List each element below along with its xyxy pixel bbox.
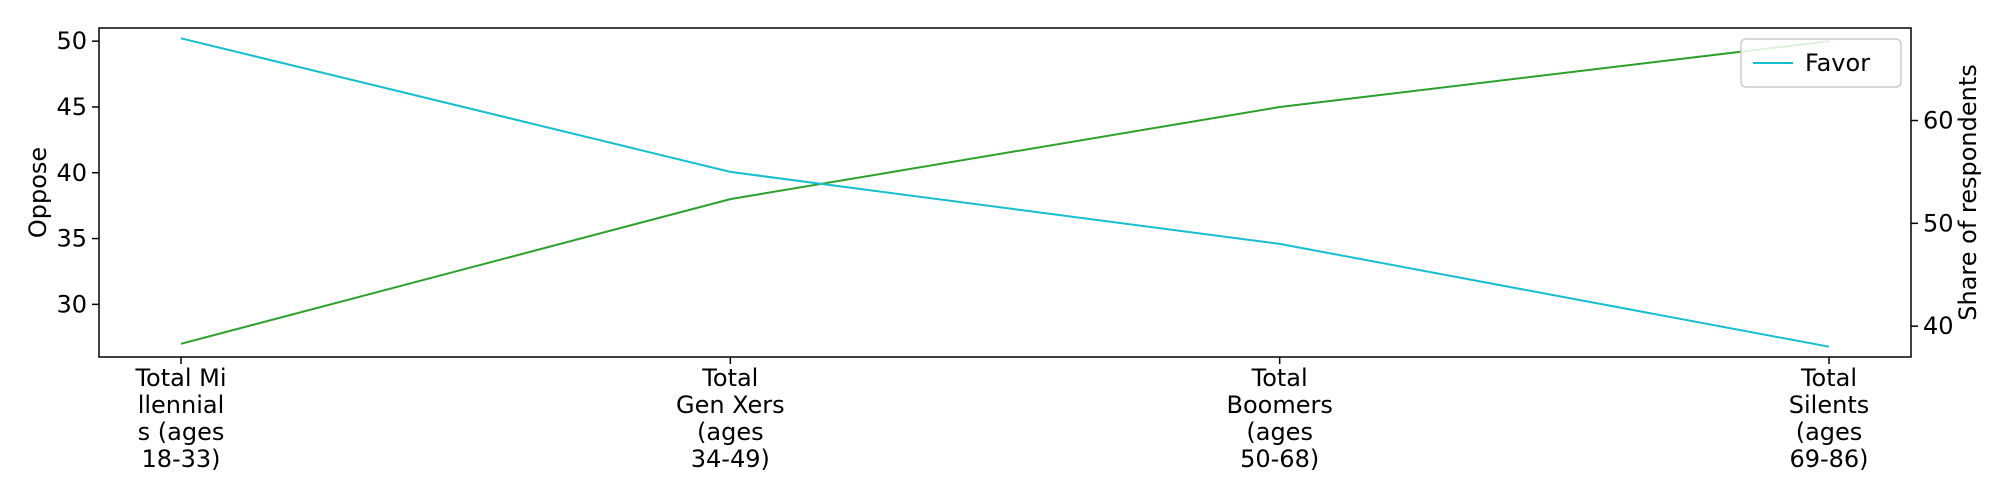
right-tick-label: 60 <box>1923 107 1954 135</box>
right-tick-label: 50 <box>1923 209 1954 237</box>
series-layer <box>180 37 1830 348</box>
left-y-axis: 30 35 40 45 50 <box>56 27 99 318</box>
series-line-favor <box>180 37 1830 348</box>
left-axis-label: Oppose <box>24 147 52 238</box>
left-tick-label: 30 <box>56 290 87 318</box>
x-tick-label: Total Boomers (ages 50-68) <box>1226 364 1332 473</box>
right-tick-label: 40 <box>1923 312 1954 340</box>
x-tick-label: Total Gen Xers (ages 34-49) <box>676 364 785 473</box>
left-tick-label: 45 <box>56 93 87 121</box>
x-tick-label: Total Mi llennial s (ages 18-33) <box>134 364 226 473</box>
left-tick-label: 40 <box>56 159 87 187</box>
x-axis: Total Mi llennial s (ages 18-33) Total Gen Xe… <box>134 357 1869 473</box>
legend: Favor <box>1740 38 1902 88</box>
right-y-axis: 40 50 60 <box>1911 107 1954 340</box>
series-line-oppose <box>180 40 1830 345</box>
x-tick-label: Total Silents (ages 69-86) <box>1789 364 1869 473</box>
legend-label: Favor <box>1805 49 1870 77</box>
legend-box <box>1740 38 1902 88</box>
right-axis-label: Share of respondents <box>1954 64 1982 321</box>
left-tick-label: 50 <box>56 27 87 55</box>
left-tick-label: 35 <box>56 225 87 253</box>
plot-area-frame <box>98 27 1912 358</box>
